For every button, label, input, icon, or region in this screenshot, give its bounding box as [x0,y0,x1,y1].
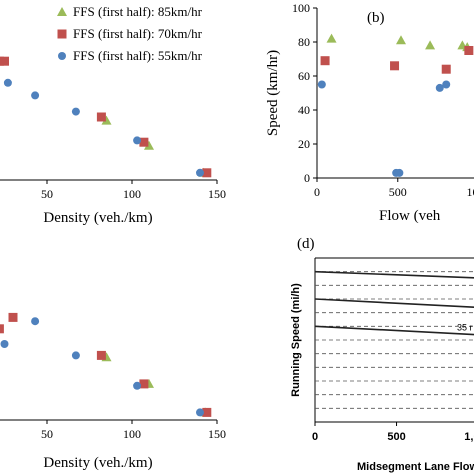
y-tick-label: 20 [298,137,310,151]
chart-a: 50 100 150 Density (veh./km) FFS (first half… [0,4,226,226]
data-point [133,136,142,145]
data-point [392,168,401,177]
data-point [133,381,142,390]
x-axis-title: Flow (veh [379,208,441,224]
y-tick-label: 40 [298,103,310,117]
data-point [442,80,451,89]
data-point [31,91,40,100]
curve-annotation: 35 r [457,322,473,332]
panel-c: 50 100 150 Density (veh./km) [0,230,237,474]
x-tick-label: 100 [123,187,141,201]
data-point [390,61,400,71]
data-point [202,168,212,178]
y-tick-label: 60 [298,69,310,83]
data-point [464,46,474,55]
data-point [3,78,12,87]
y-axis-title: Speed (km/hr) [265,50,281,136]
legend-entry: FFS (first half): 55km/hr [73,48,203,63]
x-tick-label: 1,000 [464,431,474,443]
data-point [139,379,149,389]
speed-curve [314,298,474,309]
data-point [8,312,18,322]
legend-marker [57,7,67,16]
data-point [96,112,106,122]
legend-entry: FFS (first half): 70km/hr [73,26,203,41]
x-tick-label: 500 [387,431,405,443]
speed-curve [314,270,474,279]
data-point [425,40,436,50]
panel-label: (b) [367,10,385,26]
y-tick-label: 0 [304,171,310,185]
x-tick-label: 500 [389,185,407,199]
data-point [0,324,4,334]
y-tick-label: 100 [292,1,310,15]
data-point [0,56,9,66]
data-point [441,64,451,74]
data-point [320,56,330,66]
x-axis-title: Midsegment Lane Flow [357,461,474,473]
x-tick-label: 100 [123,427,141,441]
data-point [196,168,204,177]
x-tick-label: 50 [41,187,53,201]
x-axis-title: Density (veh./km) [43,455,152,471]
panel-a: 50 100 150 Density (veh./km) FFS (first half… [0,0,237,230]
chart-c: 50 100 150 Density (veh./km) [0,312,226,471]
x-tick-label: 50 [41,427,53,441]
data-point [71,107,80,116]
y-tick-label: 80 [298,35,310,49]
chart-b: 0 500 1000 0 20 40 60 80 100 Flow (veh Speed (km/h… [265,1,474,224]
x-tick-label: 0 [312,431,318,443]
x-tick-label: 150 [208,427,226,441]
data-point [326,33,337,43]
data-point [0,340,9,348]
x-tick-label: 150 [208,187,226,201]
x-axis-title: Density (veh./km) [43,210,152,226]
y-axis-title: Running Speed (mi/h) [290,283,302,397]
data-point [396,35,406,45]
legend-marker [57,29,67,39]
legend-entry: FFS (first half): 85km/hr [73,4,203,19]
speed-curve [314,325,474,336]
data-point [317,80,326,89]
x-tick-label: 1000 [467,185,474,199]
legend-marker [58,52,66,60]
data-point [71,351,80,360]
data-point [139,137,149,147]
chart-d: 0 500 1,000 35 r Midsegment Lane Flow Running… [290,236,474,473]
data-point [202,407,212,417]
panel-label: (d) [297,236,315,252]
data-point [31,317,40,326]
data-point [435,83,444,92]
data-point [96,350,106,360]
data-point [196,408,204,417]
x-tick-label: 0 [314,185,320,199]
panel-b: 0 500 1000 0 20 40 60 80 100 Flow (veh Speed (km/h… [237,0,474,230]
data-point [101,115,112,125]
data-point [144,140,154,150]
panel-d: 0 500 1,000 35 r Midsegment Lane Flow Running… [237,230,474,474]
